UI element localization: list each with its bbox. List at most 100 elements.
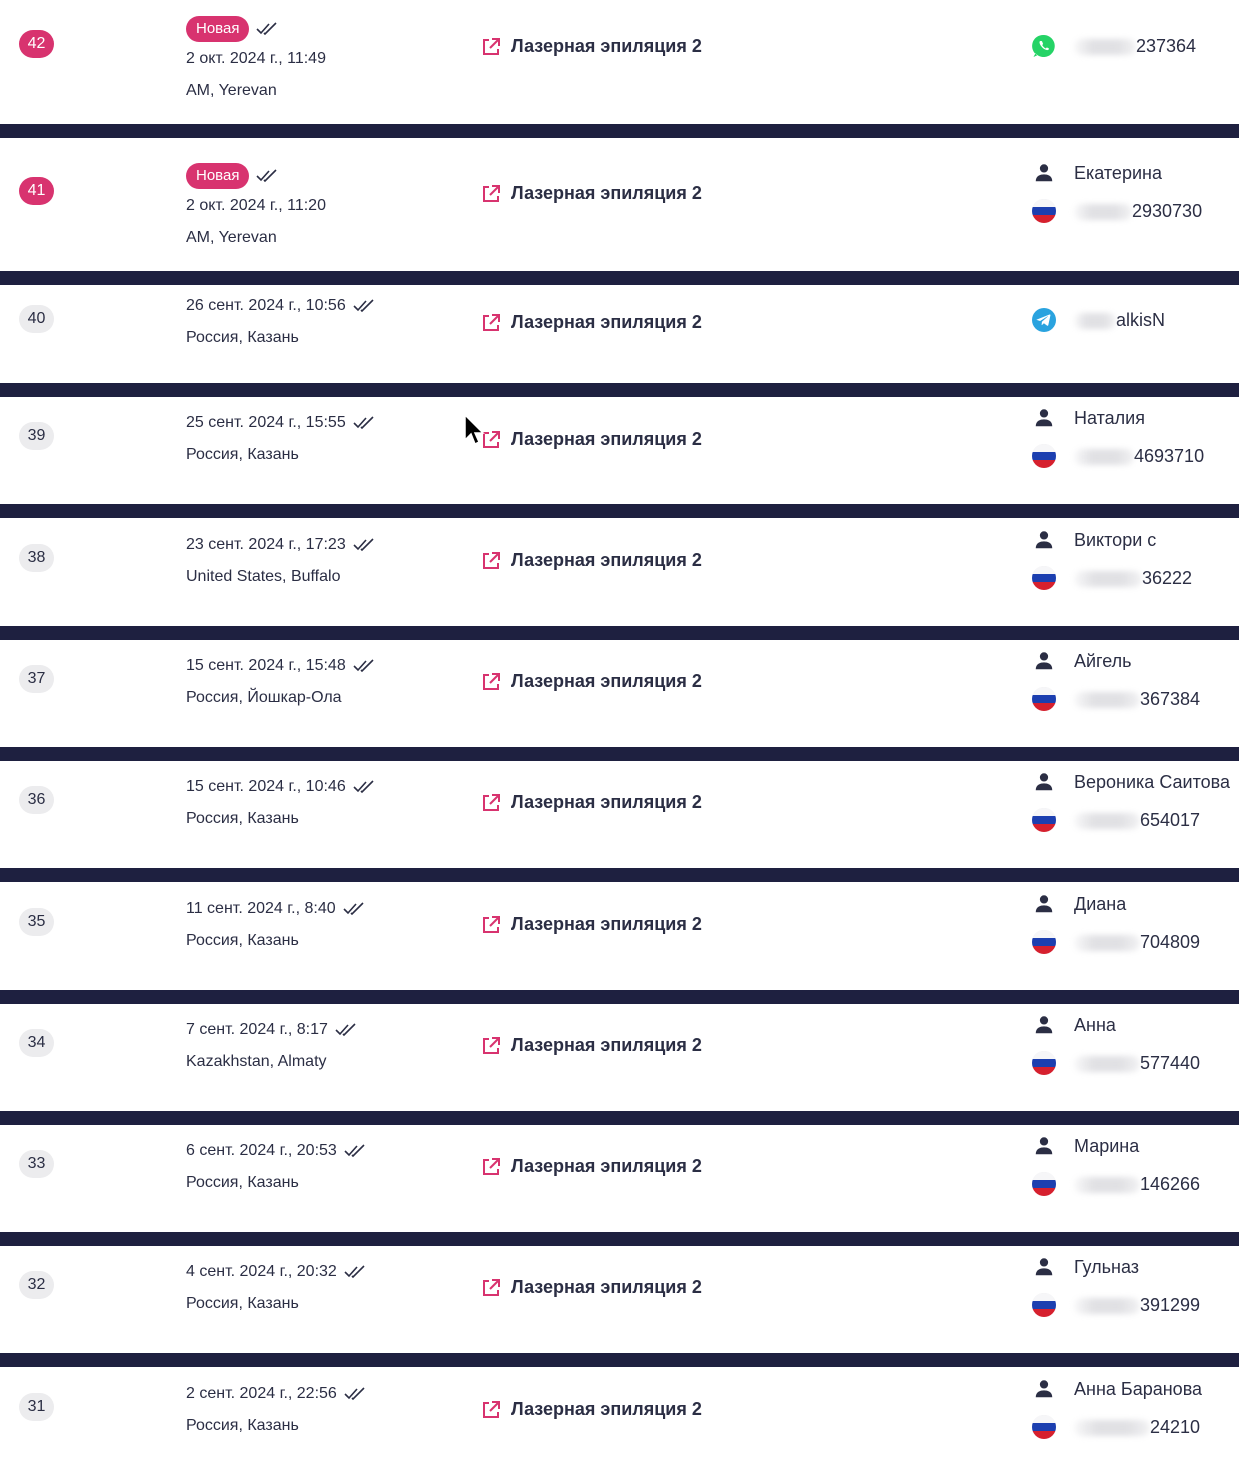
contact-phone[interactable]: 2930730 [1074,201,1202,222]
service-link[interactable]: Лазерная эпиляция 2 [481,792,702,813]
contact-info: alkisN [1031,307,1165,333]
request-datetime: 7 сент. 2024 г., 8:17 [186,1021,328,1038]
request-row[interactable]: 31 2 сент. 2024 г., 22:56 Россия, Казань Ла… [0,1367,1239,1473]
service-link[interactable]: Лазерная эпиляция 2 [481,914,702,935]
external-link-icon [481,551,501,571]
request-number-badge: 40 [19,305,54,333]
request-datetime: 6 сент. 2024 г., 20:53 [186,1142,337,1159]
service-link[interactable]: Лазерная эпиляция 2 [481,183,702,204]
service-link[interactable]: Лазерная эпиляция 2 [481,429,702,450]
request-number-badge: 35 [19,908,54,936]
request-location: Россия, Казань [186,1295,299,1312]
request-row[interactable]: 42 Новая 2 окт. 2024 г., 11:49 AM, Yerevan Л… [0,0,1239,124]
request-row[interactable]: 33 6 сент. 2024 г., 20:53 Россия, Казань Ла… [0,1125,1239,1232]
external-link-icon [481,37,501,57]
request-number-badge: 39 [19,422,54,450]
service-link[interactable]: Лазерная эпиляция 2 [481,1035,702,1056]
contact-handle[interactable]: 237364 [1074,36,1196,57]
service-link[interactable]: Лазерная эпиляция 2 [481,1399,702,1420]
contact-name: Анна Баранова [1074,1378,1203,1399]
contact-phone[interactable]: 367384 [1074,689,1200,710]
request-info: 11 сент. 2024 г., 8:40 Россия, Казань [186,898,365,952]
service-link[interactable]: Лазерная эпиляция 2 [481,671,702,692]
request-number-badge: 41 [19,177,54,205]
external-link-icon [481,672,501,692]
request-row[interactable]: 34 7 сент. 2024 г., 8:17 Kazakhstan, Almat… [0,1004,1239,1111]
request-info: 26 сент. 2024 г., 10:56 Россия, Казань [186,295,375,349]
request-row[interactable]: 36 15 сент. 2024 г., 10:46 Россия, Казань Л… [0,761,1239,868]
contact-phone[interactable]: 146266 [1074,1174,1200,1195]
contact-phone[interactable]: 654017 [1074,810,1200,831]
contact-phone[interactable]: 704809 [1074,932,1200,953]
request-info: 15 сент. 2024 г., 15:48 Россия, Йошкар-Ол… [186,655,375,709]
whatsapp-icon [1031,33,1057,59]
person-icon [1031,1012,1057,1038]
external-link-icon [481,430,501,450]
double-check-icon [353,659,375,673]
service-link[interactable]: Лазерная эпиляция 2 [481,36,702,57]
request-number-badge: 42 [19,30,54,58]
request-datetime: 15 сент. 2024 г., 15:48 [186,657,346,674]
request-info: Новая 2 окт. 2024 г., 11:49 AM, Yerevan [186,16,326,102]
request-datetime: 11 сент. 2024 г., 8:40 [186,900,336,917]
double-check-icon [335,1023,357,1037]
contact-name: Екатерина [1074,162,1162,183]
contact-info: 237364 [1031,33,1196,59]
request-row[interactable]: 40 26 сент. 2024 г., 10:56 Россия, Казань Л… [0,285,1239,383]
request-info: 4 сент. 2024 г., 20:32 Россия, Казань [186,1261,366,1315]
double-check-icon [343,902,365,916]
service-link[interactable]: Лазерная эпиляция 2 [481,550,702,571]
external-link-icon [481,184,501,204]
contact-info: Вероника Саитова 654017 [1031,769,1230,833]
double-check-icon [353,780,375,794]
russia-flag-icon [1032,808,1056,832]
contact-phone[interactable]: 577440 [1074,1053,1200,1074]
request-location: Россия, Казань [186,1174,299,1191]
person-icon [1031,1133,1057,1159]
request-location: Россия, Казань [186,1417,299,1434]
contact-phone[interactable]: 391299 [1074,1295,1200,1316]
contact-phone[interactable]: 36222 [1074,568,1192,589]
request-location: United States, Buffalo [186,568,341,585]
new-status-badge: Новая [186,16,250,42]
request-info: Новая 2 окт. 2024 г., 11:20 AM, Yerevan [186,163,326,249]
request-row[interactable]: 37 15 сент. 2024 г., 15:48 Россия, Йошкар-… [0,640,1239,747]
external-link-icon [481,1400,501,1420]
external-link-icon [481,1278,501,1298]
contact-phone[interactable]: 4693710 [1074,446,1204,467]
request-row[interactable]: 38 23 сент. 2024 г., 17:23 United States, … [0,518,1239,626]
contact-handle[interactable]: alkisN [1074,310,1165,331]
request-number-badge: 31 [19,1393,54,1421]
external-link-icon [481,793,501,813]
service-link[interactable]: Лазерная эпиляция 2 [481,312,702,333]
double-check-icon [256,22,278,36]
request-location: Россия, Казань [186,329,299,346]
service-link[interactable]: Лазерная эпиляция 2 [481,1156,702,1177]
contact-info: Айгель 367384 [1031,648,1200,712]
request-datetime: 2 окт. 2024 г., 11:49 [186,50,326,67]
request-row[interactable]: 35 11 сент. 2024 г., 8:40 Россия, Казань Ла… [0,882,1239,990]
external-link-icon [481,313,501,333]
contact-phone[interactable]: 24210 [1074,1417,1200,1438]
double-check-icon [353,538,375,552]
request-number-badge: 37 [19,665,54,693]
request-row[interactable]: 41 Новая 2 окт. 2024 г., 11:20 AM, Yerevan Л… [0,138,1239,271]
double-check-icon [256,169,278,183]
contact-info: Диана 704809 [1031,891,1200,955]
double-check-icon [353,299,375,313]
request-row[interactable]: 39 25 сент. 2024 г., 15:55 Россия, Казань Л… [0,397,1239,504]
person-icon [1031,160,1057,186]
contact-name: Наталия [1074,407,1145,428]
request-row[interactable]: 32 4 сент. 2024 г., 20:32 Россия, Казань Ла… [0,1246,1239,1353]
request-location: Россия, Казань [186,810,299,827]
request-location: AM, Yerevan [186,82,277,99]
russia-flag-icon [1032,1415,1056,1439]
service-link[interactable]: Лазерная эпиляция 2 [481,1277,702,1298]
request-info: 6 сент. 2024 г., 20:53 Россия, Казань [186,1140,366,1194]
request-location: AM, Yerevan [186,229,277,246]
russia-flag-icon [1032,566,1056,590]
russia-flag-icon [1032,199,1056,223]
contact-name: Гульназ [1074,1256,1140,1277]
person-icon [1031,648,1057,674]
contact-name: Марина [1074,1135,1140,1156]
